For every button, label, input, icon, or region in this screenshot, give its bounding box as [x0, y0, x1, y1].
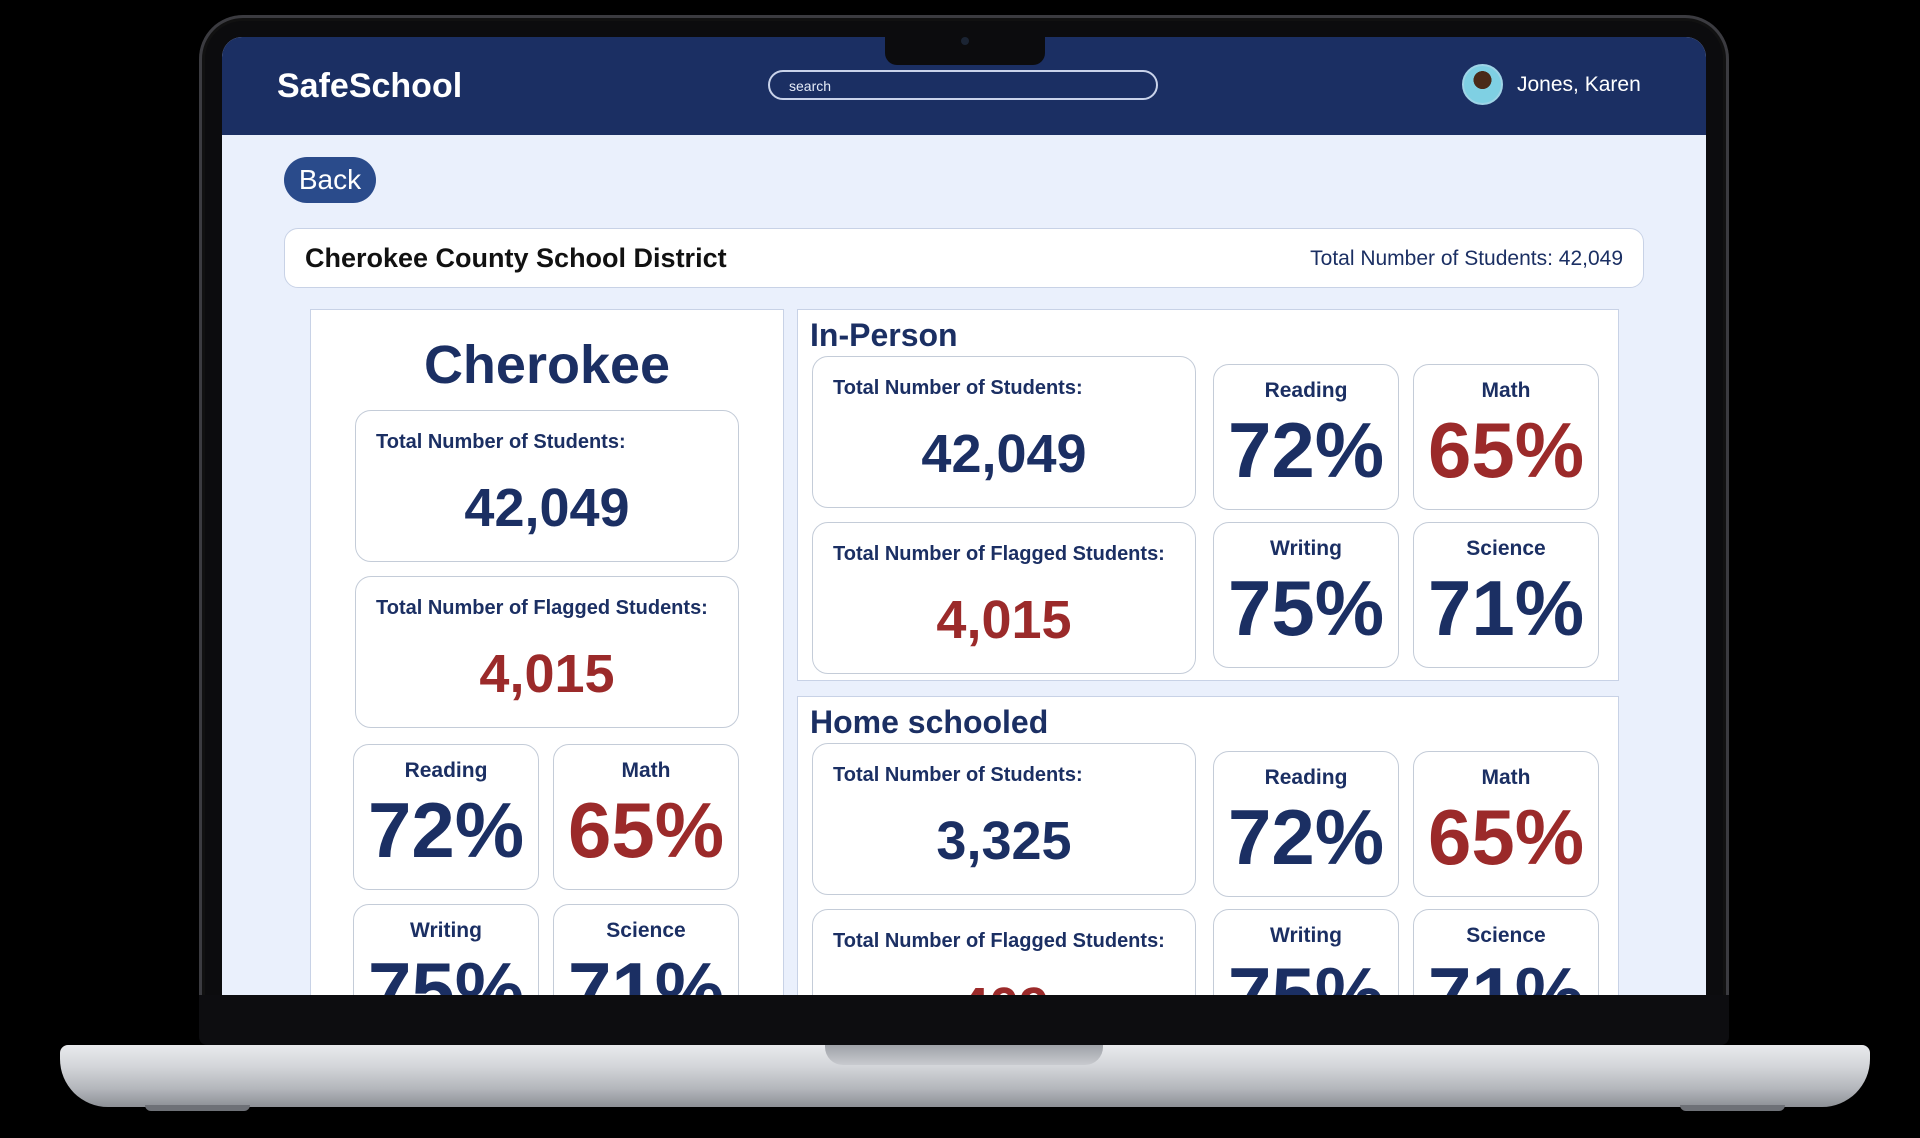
reading-value: 72%	[367, 786, 525, 874]
top-bar: SafeSchool search Jones, Karen	[222, 37, 1706, 135]
card-label: Writing	[1270, 924, 1342, 947]
science-card[interactable]: Science 71%	[1413, 909, 1599, 995]
total-students-value: 42,049	[464, 478, 630, 538]
science-value: 71%	[1427, 564, 1585, 652]
flagged-students-value: 409	[813, 976, 1195, 995]
card-label: Total Number of Students:	[376, 431, 626, 453]
card-label: Math	[621, 759, 671, 782]
writing-card[interactable]: Writing 75%	[1213, 909, 1399, 995]
science-value: 71%	[567, 946, 725, 995]
writing-value: 75%	[1227, 564, 1385, 652]
math-value: 65%	[567, 786, 725, 874]
app-screen: SafeSchool search Jones, Karen Back Cher…	[222, 37, 1706, 995]
camera-icon	[961, 37, 969, 45]
math-card[interactable]: Math 65%	[1413, 751, 1599, 897]
card-label: Reading	[404, 759, 488, 782]
avatar[interactable]	[1462, 64, 1503, 105]
science-card[interactable]: Science 71%	[1413, 522, 1599, 668]
reading-card[interactable]: Reading 72%	[353, 744, 539, 890]
total-students-card: Total Number of Students: 42,049	[355, 410, 739, 562]
math-card[interactable]: Math 65%	[1413, 364, 1599, 510]
card-label: Reading	[1264, 379, 1348, 402]
card-label: Science	[1466, 924, 1546, 947]
user-name: Jones, Karen	[1517, 72, 1641, 96]
camera-notch	[885, 35, 1045, 65]
laptop-groove	[825, 1045, 1103, 1065]
card-label: Math	[1481, 379, 1531, 402]
total-students-value: 3,325	[936, 811, 1072, 871]
cherokee-panel: Cherokee Total Number of Students: 42,04…	[310, 309, 784, 995]
reading-value: 72%	[1227, 793, 1385, 881]
total-students-card: Total Number of Students: 42,049	[812, 356, 1196, 508]
card-label: Writing	[410, 919, 482, 942]
panel-title: Cherokee	[423, 335, 671, 395]
user-menu[interactable]: Jones, Karen	[1462, 64, 1641, 105]
reading-card[interactable]: Reading 72%	[1213, 751, 1399, 897]
laptop-foot	[1680, 1105, 1785, 1111]
flagged-students-value: 4,015	[936, 590, 1072, 650]
flagged-students-card: Total Number of Flagged Students: 409	[812, 909, 1196, 995]
total-students-value: 42,049	[921, 424, 1087, 484]
district-header: Cherokee County School District Total Nu…	[284, 228, 1644, 288]
total-students-card: Total Number of Students: 3,325	[812, 743, 1196, 895]
laptop-foot	[145, 1105, 250, 1111]
reading-card[interactable]: Reading 72%	[1213, 364, 1399, 510]
flagged-students-card: Total Number of Flagged Students: 4,015	[355, 576, 739, 728]
writing-card[interactable]: Writing 75%	[1213, 522, 1399, 668]
card-label: Total Number of Flagged Students:	[376, 597, 708, 619]
app-logo[interactable]: SafeSchool	[277, 67, 463, 105]
home-schooled-panel: Home schooled Total Number of Students: …	[797, 696, 1619, 995]
card-label: Total Number of Students:	[833, 377, 1083, 399]
search-input[interactable]: search	[768, 70, 1158, 100]
panel-title: In-Person	[810, 317, 958, 353]
in-person-panel: In-Person Total Number of Students: 42,0…	[797, 309, 1619, 681]
card-label: Reading	[1264, 766, 1348, 789]
district-total-students: Total Number of Students: 42,049	[1310, 247, 1623, 270]
writing-value: 75%	[1227, 951, 1385, 995]
flagged-students-card: Total Number of Flagged Students: 4,015	[812, 522, 1196, 674]
card-label: Writing	[1270, 537, 1342, 560]
math-value: 65%	[1427, 793, 1585, 881]
card-label: Total Number of Students:	[833, 764, 1083, 786]
math-card[interactable]: Math 65%	[553, 744, 739, 890]
card-label: Total Number of Flagged Students:	[833, 930, 1165, 952]
reading-value: 72%	[1227, 406, 1385, 494]
card-label: Math	[1481, 766, 1531, 789]
panel-title: Home schooled	[810, 704, 1049, 740]
card-label: Science	[606, 919, 686, 942]
card-label: Total Number of Flagged Students:	[833, 543, 1165, 565]
science-card[interactable]: Science 71%	[553, 904, 739, 995]
back-button[interactable]: Back	[284, 157, 376, 203]
flagged-students-value: 4,015	[479, 644, 615, 704]
writing-value: 75%	[367, 946, 525, 995]
writing-card[interactable]: Writing 75%	[353, 904, 539, 995]
science-value: 71%	[1427, 951, 1585, 995]
laptop-chin	[199, 995, 1729, 1045]
card-label: Science	[1466, 537, 1546, 560]
district-name: Cherokee County School District	[305, 243, 727, 273]
math-value: 65%	[1427, 406, 1585, 494]
